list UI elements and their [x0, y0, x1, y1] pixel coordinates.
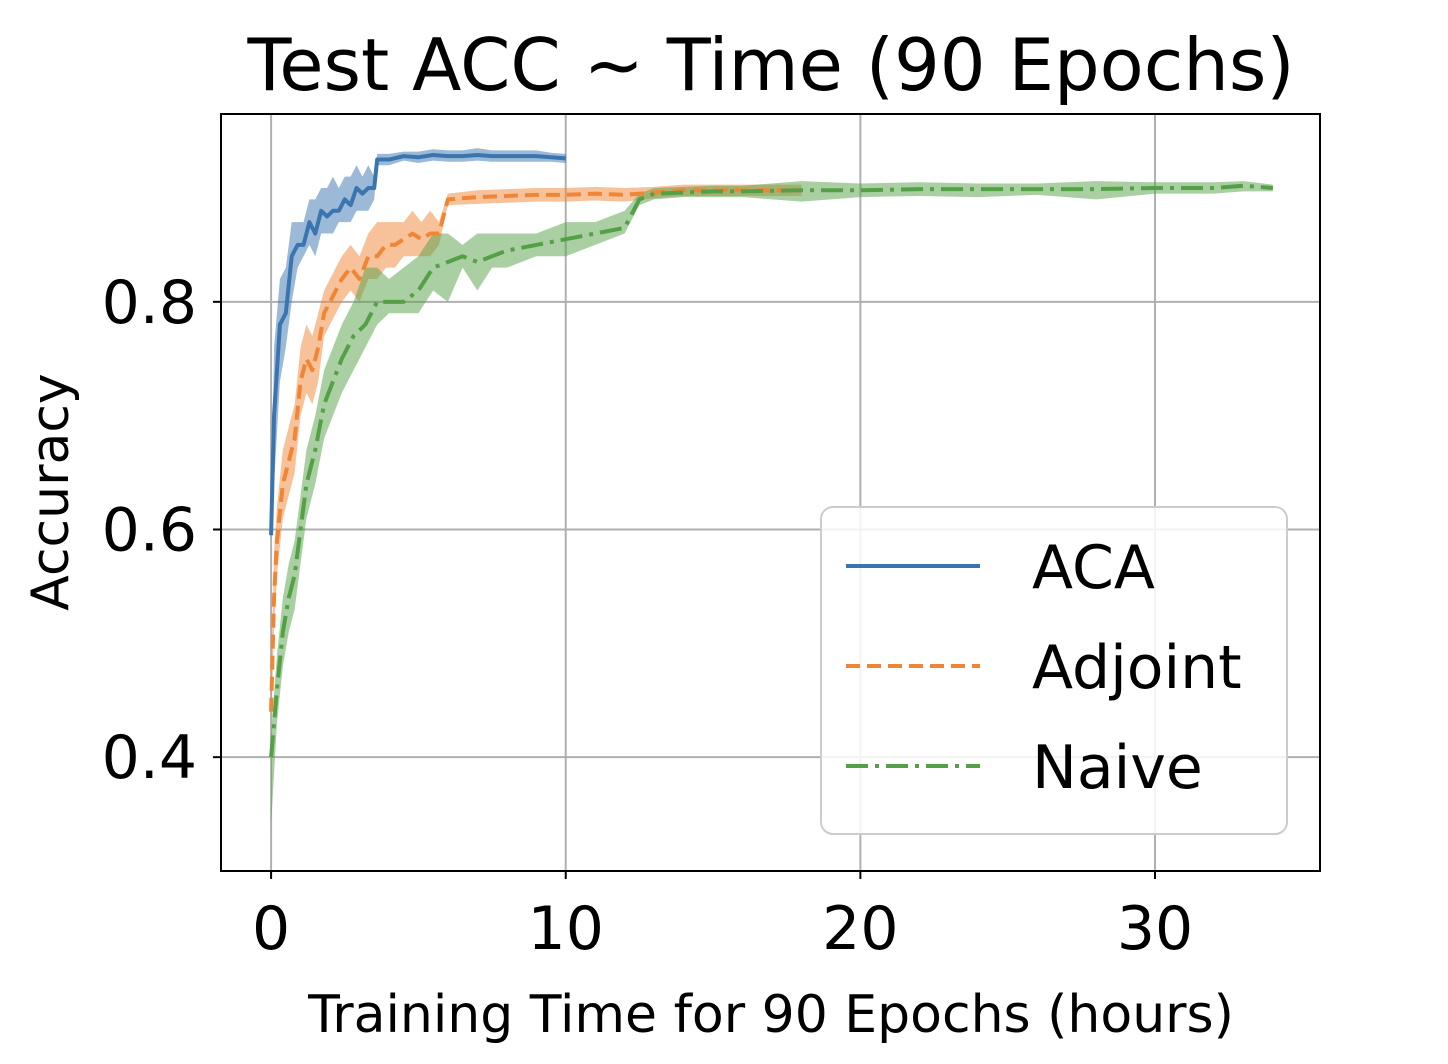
legend-box	[820, 506, 1288, 835]
legend-label-naive: Naive	[1032, 733, 1203, 803]
legend: ACA Adjoint Naive	[820, 506, 1288, 835]
x-tick-label: 20	[822, 894, 898, 964]
legend-label-adjoint: Adjoint	[1032, 633, 1242, 703]
y-tick-label: 0.8	[102, 268, 197, 338]
x-axis-ticks: 0 10 20 30	[252, 871, 1193, 964]
y-tick-label: 0.4	[102, 723, 197, 793]
band-adjoint	[271, 184, 802, 724]
line-naive	[269, 183, 1274, 758]
y-axis-label: Accuracy	[21, 373, 81, 610]
plot-frame	[220, 113, 1321, 872]
x-tick-label: 30	[1117, 894, 1193, 964]
line-aca	[269, 152, 566, 536]
series-lines	[269, 152, 1274, 758]
x-axis-label: Training Time for 90 Epochs (hours)	[307, 985, 1234, 1045]
x-tick-label: 10	[528, 894, 604, 964]
y-tick-label: 0.6	[102, 495, 197, 565]
chart-title: Test ACC ~ Time (90 Epochs)	[246, 23, 1294, 107]
y-axis-ticks: 0.4 0.6 0.8	[102, 268, 221, 793]
legend-entries: ACA Adjoint Naive	[846, 533, 1242, 803]
line-adjoint	[269, 188, 802, 712]
x-tick-label: 0	[252, 894, 290, 964]
legend-label-aca: ACA	[1032, 533, 1155, 603]
